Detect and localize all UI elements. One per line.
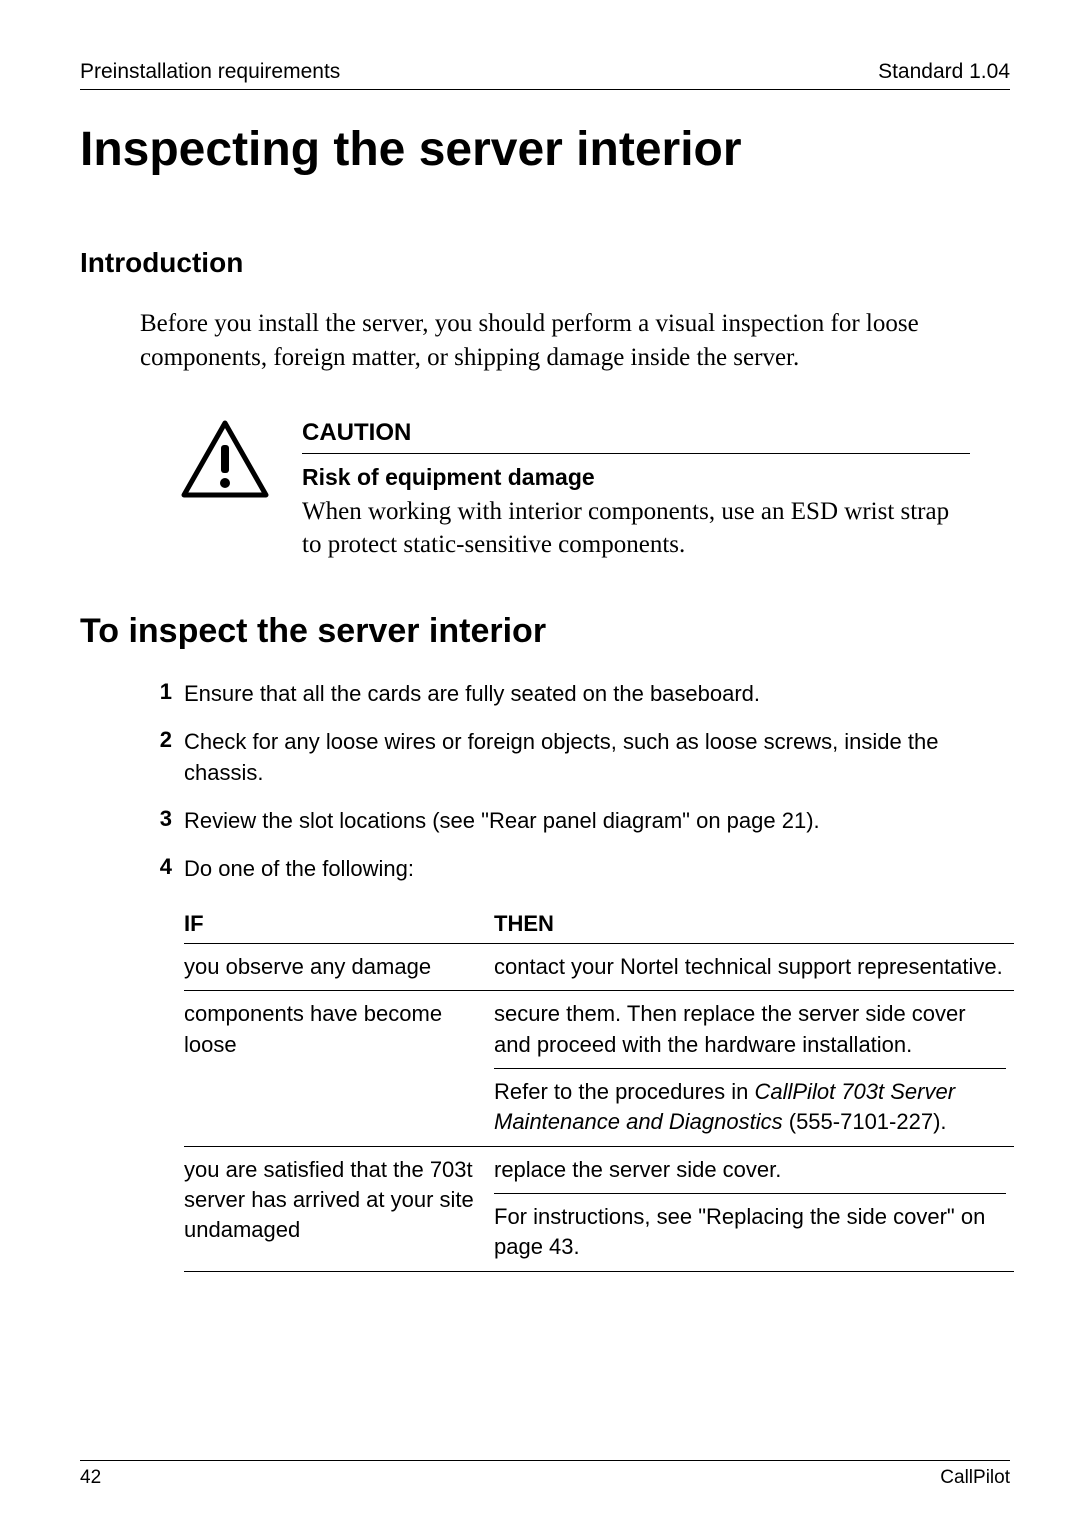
caution-rule [302, 453, 970, 454]
then-part: Refer to the procedures in CallPilot 703… [494, 1077, 1006, 1138]
footer-rule [80, 1460, 1010, 1461]
caution-label: CAUTION [302, 419, 970, 447]
header-right: Standard 1.04 [878, 60, 1010, 84]
procedure-heading: To inspect the server interior [80, 612, 1010, 651]
table-header-if: IF [184, 905, 494, 944]
caution-content: CAUTION Risk of equipment damage When wo… [302, 419, 1010, 563]
table-cell-then: secure them. Then replace the server sid… [494, 991, 1014, 1146]
table-row: you are satisfied that the 703t server h… [184, 1146, 1014, 1271]
footer-row: 42 CallPilot [80, 1467, 1010, 1489]
then-part: For instructions, see "Replacing the sid… [494, 1202, 1006, 1263]
introduction-body: Before you install the server, you shoul… [140, 307, 1010, 375]
page-number: 42 [80, 1467, 101, 1489]
procedure-steps: 1 Ensure that all the cards are fully se… [148, 679, 1010, 885]
then-part: secure them. Then replace the server sid… [494, 999, 1006, 1060]
decision-table: IF THEN you observe any damage contact y… [184, 905, 1014, 1272]
step-number: 4 [148, 854, 184, 884]
step: 4 Do one of the following: [148, 854, 1010, 884]
introduction-heading: Introduction [80, 247, 1010, 279]
caution-body: When working with interior components, u… [302, 495, 970, 563]
running-footer: 42 CallPilot [80, 1460, 1010, 1489]
table-row: you observe any damage contact your Nort… [184, 943, 1014, 990]
header-rule [80, 89, 1010, 90]
table-cell-if: you are satisfied that the 703t server h… [184, 1146, 494, 1271]
caution-subtitle: Risk of equipment damage [302, 464, 970, 491]
header-left: Preinstallation requirements [80, 60, 340, 84]
table-row: components have become loose secure them… [184, 991, 1014, 1146]
step-number: 3 [148, 806, 184, 836]
step-number: 2 [148, 727, 184, 788]
then-divider [494, 1193, 1006, 1194]
caution-icon [180, 419, 270, 504]
then-divider [494, 1068, 1006, 1069]
step-text: Check for any loose wires or foreign obj… [184, 727, 1010, 788]
caution-block: CAUTION Risk of equipment damage When wo… [180, 419, 1010, 563]
running-header: Preinstallation requirements Standard 1.… [80, 60, 1010, 84]
then-part: replace the server side cover. [494, 1155, 1006, 1185]
table-cell-if: you observe any damage [184, 943, 494, 990]
step-text: Ensure that all the cards are fully seat… [184, 679, 760, 709]
page-content: Preinstallation requirements Standard 1.… [0, 0, 1080, 1312]
table-cell-if: components have become loose [184, 991, 494, 1146]
table-cell-then: contact your Nortel technical support re… [494, 943, 1014, 990]
footer-right: CallPilot [940, 1467, 1010, 1489]
step-text: Review the slot locations (see "Rear pan… [184, 806, 820, 836]
step: 3 Review the slot locations (see "Rear p… [148, 806, 1010, 836]
step: 1 Ensure that all the cards are fully se… [148, 679, 1010, 709]
step-text: Do one of the following: [184, 854, 414, 884]
step: 2 Check for any loose wires or foreign o… [148, 727, 1010, 788]
table-cell-then: replace the server side cover. For instr… [494, 1146, 1014, 1271]
table-header-then: THEN [494, 905, 1014, 944]
page-title: Inspecting the server interior [80, 122, 1010, 177]
step-number: 1 [148, 679, 184, 709]
